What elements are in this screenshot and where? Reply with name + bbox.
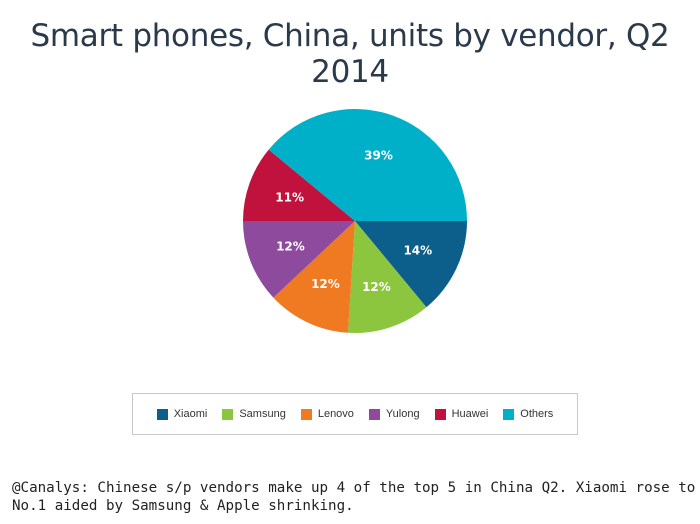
legend-swatch — [300, 408, 312, 420]
legend-swatch — [222, 408, 234, 420]
slice-label-xiaomi: 14% — [403, 244, 432, 258]
legend-item-lenovo: Lenovo — [300, 408, 354, 420]
pie-slice-xiaomi — [355, 221, 467, 308]
legend-item-huawei: Huawei — [434, 408, 489, 420]
legend-label: Lenovo — [317, 408, 354, 420]
chart-legend: Xiaomi Samsung Lenovo Yulong Huawei Others — [132, 393, 578, 435]
pie-slice-others — [268, 109, 467, 221]
legend-swatch — [368, 408, 380, 420]
chart-title: Smart phones, China, units by vendor, Q2… — [30, 18, 670, 90]
legend-swatch — [434, 408, 446, 420]
slice-label-huawei: 11% — [275, 190, 304, 204]
legend-swatch — [156, 408, 168, 420]
slice-label-lenovo: 12% — [311, 277, 340, 291]
legend-swatch — [503, 408, 515, 420]
legend-label: Xiaomi — [173, 408, 208, 420]
slice-label-samsung: 12% — [362, 280, 391, 294]
legend-label: Samsung — [239, 408, 286, 420]
legend-label: Others — [520, 408, 554, 420]
legend-label: Yulong — [385, 408, 420, 420]
legend-label: Huawei — [451, 408, 489, 420]
pie-slice-lenovo — [273, 221, 355, 333]
slice-label-yulong: 12% — [276, 240, 305, 254]
legend-item-samsung: Samsung — [222, 408, 286, 420]
chart-caption: @Canalys: Chinese s/p vendors make up 4 … — [12, 480, 696, 514]
legend-item-others: Others — [503, 408, 553, 420]
slice-label-others: 39% — [364, 149, 393, 163]
pie-chart: 14% 12% 12% 12% 11% 39% — [243, 109, 467, 333]
pie-slice-huawei — [243, 149, 355, 221]
legend-item-yulong: Yulong — [368, 408, 420, 420]
legend-item-xiaomi: Xiaomi — [156, 408, 208, 420]
pie-slice-samsung — [347, 221, 427, 333]
pie-slice-yulong — [243, 221, 355, 298]
